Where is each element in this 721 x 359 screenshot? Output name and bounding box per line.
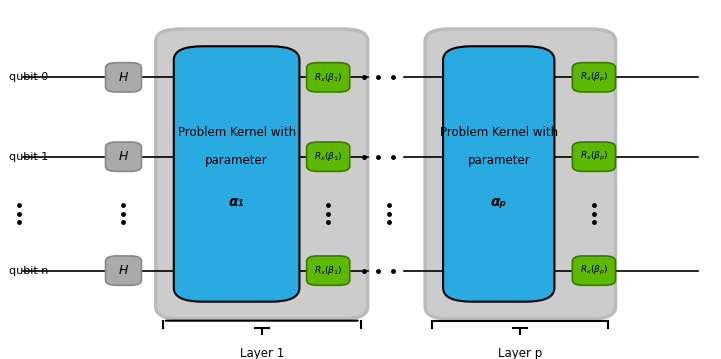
Text: $R_x(\beta_1)$: $R_x(\beta_1)$	[314, 264, 342, 277]
FancyBboxPatch shape	[105, 256, 141, 285]
Text: $R_x(\beta_p)$: $R_x(\beta_p)$	[580, 150, 608, 163]
Text: Problem Kernel with: Problem Kernel with	[440, 126, 558, 139]
Text: $\mathit{H}$: $\mathit{H}$	[118, 150, 129, 163]
Text: parameter: parameter	[467, 154, 530, 167]
FancyBboxPatch shape	[425, 29, 616, 319]
Text: $\mathit{H}$: $\mathit{H}$	[118, 71, 129, 84]
FancyBboxPatch shape	[306, 63, 350, 92]
FancyBboxPatch shape	[156, 29, 368, 319]
FancyBboxPatch shape	[572, 63, 616, 92]
FancyBboxPatch shape	[105, 63, 141, 92]
Text: $R_x(\beta_1)$: $R_x(\beta_1)$	[314, 150, 342, 163]
Text: $\mathit{H}$: $\mathit{H}$	[118, 264, 129, 277]
Text: $R_x(\beta_p)$: $R_x(\beta_p)$	[580, 71, 608, 84]
Text: αₚ: αₚ	[491, 195, 507, 209]
FancyBboxPatch shape	[306, 256, 350, 285]
Text: Layer p: Layer p	[498, 348, 542, 359]
FancyBboxPatch shape	[174, 46, 299, 302]
FancyBboxPatch shape	[443, 46, 554, 302]
FancyBboxPatch shape	[572, 142, 616, 171]
FancyBboxPatch shape	[105, 142, 141, 171]
FancyBboxPatch shape	[572, 256, 616, 285]
Text: Layer 1: Layer 1	[239, 348, 284, 359]
FancyBboxPatch shape	[306, 142, 350, 171]
Text: $R_x(\beta_1)$: $R_x(\beta_1)$	[314, 71, 342, 84]
Text: Problem Kernel with: Problem Kernel with	[177, 126, 296, 139]
Text: α₁: α₁	[229, 195, 244, 209]
Text: $R_x(\beta_p)$: $R_x(\beta_p)$	[580, 264, 608, 277]
Text: qubit 0: qubit 0	[9, 72, 48, 82]
Text: qubit n: qubit n	[9, 266, 48, 276]
Text: qubit 1: qubit 1	[9, 152, 48, 162]
Text: parameter: parameter	[205, 154, 268, 167]
